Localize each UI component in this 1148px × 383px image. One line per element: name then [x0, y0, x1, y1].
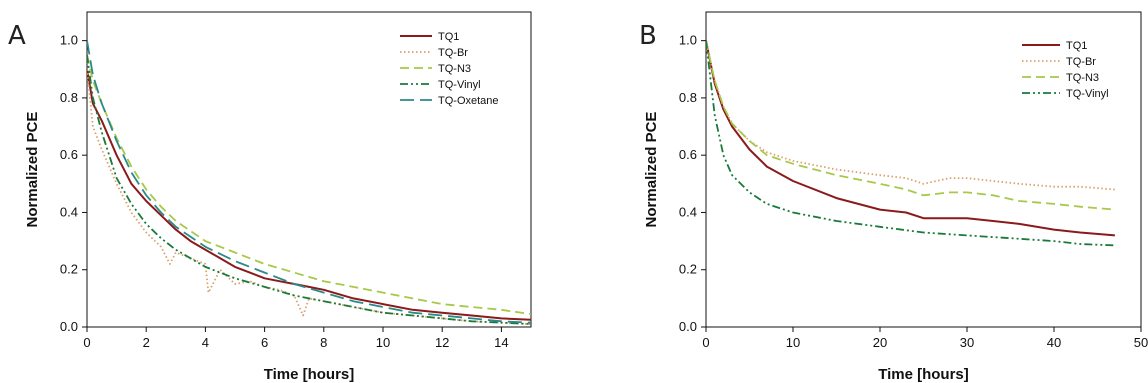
x-tick-label: 20 — [873, 335, 887, 350]
legend-label: TQ1 — [1066, 40, 1087, 52]
legend-label: TQ-Vinyl — [438, 79, 481, 91]
legend-label: TQ-N3 — [438, 63, 471, 75]
y-tick-label: 1.0 — [60, 33, 78, 48]
panel-label: A — [8, 21, 26, 51]
x-tick-label: 14 — [494, 335, 508, 350]
y-tick-label: 0.8 — [679, 90, 697, 105]
series-line-tq-n3 — [87, 54, 531, 315]
chart-panel-a: A 0 2 4 6 8 10 12 14 0.0 0.2 0.4 0.6 0.8 1.0 Time [hour… — [8, 11, 532, 383]
series-line-tq1 — [87, 69, 531, 321]
y-tick-label: 0.2 — [60, 262, 78, 277]
legend-label: TQ-Vinyl — [1066, 88, 1109, 100]
series-line-tq-vinyl — [87, 54, 531, 325]
x-tick-label: 0 — [702, 335, 709, 350]
legend-label: TQ-Br — [1066, 56, 1096, 68]
x-tick-label: 12 — [435, 335, 449, 350]
x-tick-label: 8 — [320, 335, 327, 350]
y-tick-label: 0.0 — [60, 319, 78, 334]
y-tick-label: 0.2 — [679, 262, 697, 277]
series-line-tq-n3 — [706, 40, 1115, 211]
series-line-tq1 — [706, 40, 1115, 237]
y-tick-label: 0.4 — [679, 204, 697, 219]
legend-label: TQ1 — [438, 31, 459, 43]
chart-panel-b: B 0 10 20 30 40 50 0.0 0.2 0.4 0.6 0.8 1.0 Time [hour… — [639, 11, 1148, 383]
x-tick-label: 2 — [143, 335, 150, 350]
x-tick-label: 50 — [1134, 335, 1148, 350]
legend-label: TQ-Oxetane — [438, 95, 499, 107]
plot-frame — [705, 11, 1142, 328]
series-line-tq-oxetane — [87, 40, 531, 324]
y-axis-title: Normalized PCE — [24, 112, 41, 228]
x-tick-label: 30 — [960, 335, 974, 350]
x-tick-label: 10 — [786, 335, 800, 350]
y-tick-label: 1.0 — [679, 33, 697, 48]
y-tick-label: 0.6 — [60, 147, 78, 162]
x-tick-label: 40 — [1047, 335, 1061, 350]
y-tick-label: 0.0 — [679, 319, 697, 334]
x-tick-label: 6 — [261, 335, 268, 350]
x-axis-title: Time [hours] — [264, 366, 355, 383]
panel-label: B — [639, 21, 657, 51]
series-line-tq-br — [87, 69, 531, 325]
legend-label: TQ-Br — [438, 47, 468, 59]
series-line-tq-vinyl — [706, 40, 1115, 247]
x-axis-title: Time [hours] — [878, 366, 969, 383]
y-tick-label: 0.6 — [679, 147, 697, 162]
y-axis-title: Normalized PCE — [643, 112, 660, 228]
y-tick-label: 0.8 — [60, 90, 78, 105]
y-tick-label: 0.4 — [60, 204, 78, 219]
plot-frame — [86, 11, 532, 328]
x-tick-label: 0 — [83, 335, 90, 350]
x-tick-label: 10 — [376, 335, 390, 350]
legend-label: TQ-N3 — [1066, 72, 1099, 84]
x-tick-label: 4 — [202, 335, 209, 350]
